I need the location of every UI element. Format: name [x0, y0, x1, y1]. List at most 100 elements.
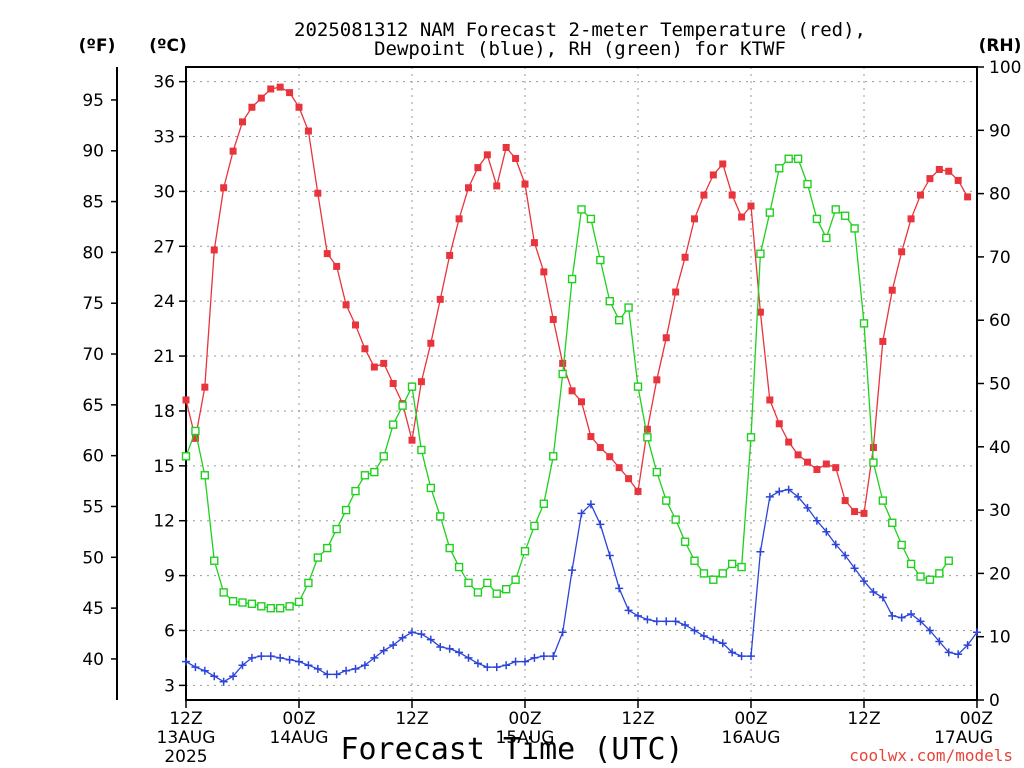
fahrenheit-tick-label: 75	[82, 294, 104, 314]
temperature-point	[775, 420, 783, 428]
rh-point	[200, 471, 210, 480]
temperature-point	[728, 191, 736, 199]
rh-point	[539, 499, 549, 508]
x-tick-label: 00Z	[734, 709, 767, 729]
dewpoint-point	[775, 487, 784, 496]
celsius-tick-label: 27	[153, 237, 175, 257]
rh-point	[746, 433, 756, 442]
temperature-point	[813, 465, 821, 473]
rh-point	[803, 179, 812, 189]
temperature-point	[832, 464, 840, 472]
dewpoint-point	[276, 653, 285, 662]
dewpoint-point	[266, 652, 275, 661]
celsius-tick-label: 12	[153, 512, 175, 532]
temperature-point	[474, 164, 482, 172]
dewpoint-point	[200, 666, 209, 675]
dewpoint-point	[794, 492, 803, 501]
dewpoint-point	[822, 527, 831, 536]
celsius-tick-label: 33	[153, 128, 175, 148]
x-tick-label: 00Z	[960, 709, 993, 729]
rh-point	[737, 562, 746, 572]
dewpoint-point	[351, 664, 360, 673]
temperature-point	[370, 363, 378, 371]
dewpoint-point	[426, 635, 435, 644]
x-tick-date-label: 13AUG	[157, 728, 216, 748]
rh-point	[586, 214, 596, 224]
temperature-series	[182, 83, 972, 517]
rh-point	[633, 382, 643, 391]
dewpoint-point	[549, 652, 558, 661]
temperature-point	[606, 453, 614, 461]
rh-tick-label: 90	[989, 121, 1011, 141]
dewpoint-point	[652, 617, 661, 626]
rh-tick-label: 50	[989, 375, 1011, 395]
rh-point	[285, 602, 294, 611]
temperature-point	[540, 268, 548, 276]
x-tick-label: 12Z	[395, 709, 428, 729]
temperature-point	[653, 376, 661, 384]
rh-point	[624, 303, 633, 312]
dewpoint-point	[257, 652, 266, 661]
rh-point	[238, 598, 247, 607]
dewpoint-point	[878, 593, 887, 602]
series-group	[181, 83, 981, 686]
rh-point	[850, 224, 859, 233]
rh-point	[426, 483, 436, 493]
temperature-point	[804, 458, 811, 466]
rh-series	[181, 154, 953, 613]
dewpoint-point	[860, 577, 868, 586]
dewpoint-point	[596, 520, 605, 529]
fahrenheit-tick-label: 55	[82, 497, 104, 517]
temperature-point	[549, 315, 557, 323]
rh-point	[680, 537, 690, 546]
temperature-point	[502, 143, 510, 151]
rh-point	[614, 316, 624, 325]
temperature-point	[615, 464, 623, 472]
temperature-point	[521, 180, 529, 188]
temperature-point	[935, 165, 943, 173]
dewpoint-point	[973, 628, 981, 637]
rh-point	[247, 599, 257, 608]
dewpoint-point	[812, 516, 821, 525]
temperature-point	[286, 89, 294, 97]
rh-point	[699, 569, 709, 578]
temperature-point	[191, 434, 199, 442]
dewpoint-point	[219, 677, 228, 686]
x-tick-label: 00Z	[282, 709, 315, 729]
temperature-point	[907, 215, 915, 223]
x-tick-label: 00Z	[508, 709, 541, 729]
celsius-tick-label: 36	[153, 73, 175, 93]
dewpoint-point	[728, 648, 737, 657]
temperature-point	[794, 451, 802, 459]
rh-tick-label: 30	[989, 501, 1011, 521]
dewpoint-point	[869, 588, 878, 597]
rh-unit-label: (RH)	[979, 36, 1022, 56]
dewpoint-point	[944, 648, 953, 657]
temperature-point	[229, 147, 237, 155]
dewpoint-point	[699, 631, 708, 640]
rh-point	[219, 588, 228, 597]
temperature-point	[719, 160, 727, 168]
dewpoint-point	[756, 547, 765, 556]
rh-point	[445, 543, 454, 553]
rh-point	[793, 154, 803, 163]
rh-point	[530, 521, 539, 531]
temperature-point	[926, 175, 934, 183]
dewpoint-point	[295, 657, 303, 666]
dewpoint-point	[323, 670, 332, 679]
dewpoint-point	[398, 633, 407, 642]
celsius-unit-label: (ºC)	[149, 36, 187, 56]
rh-point	[351, 486, 360, 496]
temperature-point	[314, 189, 322, 197]
dewpoint-point	[521, 657, 529, 666]
temperature-point	[672, 288, 680, 296]
temperature-point	[587, 433, 595, 441]
temperature-point	[879, 337, 887, 345]
rh-line	[185, 158, 950, 609]
dewpoint-point	[389, 641, 398, 650]
temperature-point	[822, 460, 830, 468]
temperature-point	[267, 85, 275, 93]
temperature-point	[493, 182, 501, 190]
